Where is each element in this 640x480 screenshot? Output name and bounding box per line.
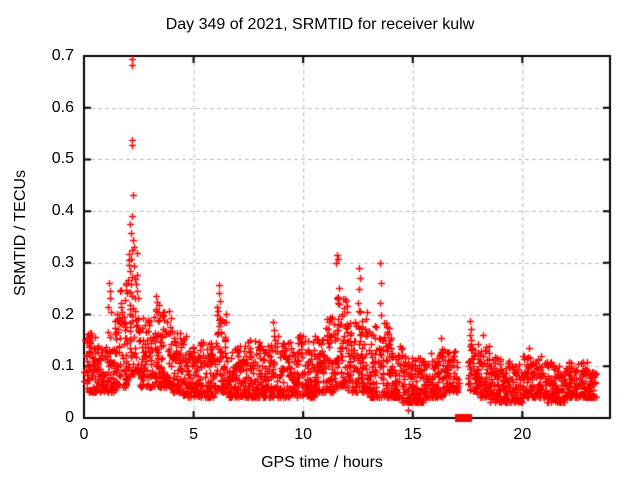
- y-axis-label-text: SRMTID / TECUs: [12, 170, 29, 296]
- x-tick-label: 10: [294, 426, 313, 443]
- x-axis-label: GPS time / hours: [261, 454, 383, 471]
- x-tick-label: 5: [189, 426, 199, 443]
- x-tick-label: 20: [513, 426, 532, 443]
- chart-title: Day 349 of 2021, SRMTID for receiver kul…: [165, 16, 475, 33]
- y-tick-label: 0.6: [51, 98, 74, 116]
- y-tick-label: 0.2: [51, 305, 74, 323]
- y-tick-label: 0.3: [51, 253, 74, 271]
- y-tick-label: 0.4: [51, 202, 74, 220]
- x-tick-label: 0: [79, 426, 89, 443]
- y-tick-label: 0.1: [51, 357, 74, 375]
- x-tick-label: 15: [403, 426, 422, 443]
- y-tick-label: 0.5: [51, 150, 74, 168]
- y-tick-label: 0: [65, 409, 74, 426]
- y-tick-label: 0.7: [51, 47, 74, 64]
